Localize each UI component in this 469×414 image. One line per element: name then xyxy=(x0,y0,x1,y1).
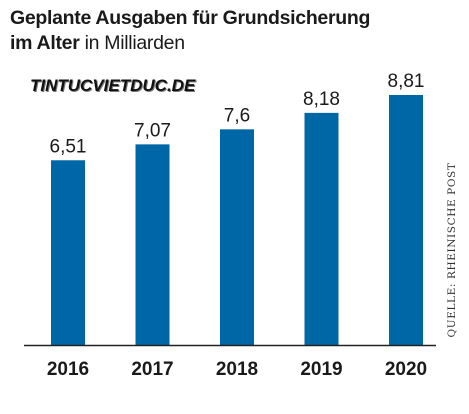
bar-2017 xyxy=(135,144,170,345)
value-labels-group: 6,51 7,07 7,6 8,18 8,81 xyxy=(50,71,425,157)
value-label-2017: 7,07 xyxy=(134,120,171,141)
x-tick-label-2016: 2016 xyxy=(47,359,89,380)
title-line-2: im Alter in Milliarden xyxy=(10,31,370,56)
x-tick-label-2018: 2018 xyxy=(216,359,258,380)
bars-group xyxy=(51,95,423,345)
bar-2020 xyxy=(389,95,423,345)
watermark-text: TINTUCVIETDUC.DE xyxy=(30,76,196,95)
value-label-2016: 6,51 xyxy=(50,136,87,157)
value-label-2019: 8,18 xyxy=(303,89,340,110)
bar-2019 xyxy=(304,112,339,345)
chart-title: Geplante Ausgaben für Grundsicherung im … xyxy=(10,6,370,56)
value-label-2020: 8,81 xyxy=(388,71,425,92)
x-tick-label-2020: 2020 xyxy=(385,359,427,380)
bar-2016 xyxy=(51,160,85,345)
x-tick-label-2019: 2019 xyxy=(300,359,342,380)
x-tick-label-2017: 2017 xyxy=(131,359,173,380)
title-unit: in Milliarden xyxy=(79,32,185,54)
bar-2018 xyxy=(220,129,254,345)
x-tick-labels-group: 2016 2017 2018 2019 2020 xyxy=(47,359,427,380)
title-line-1: Geplante Ausgaben für Grundsicherung xyxy=(10,7,371,29)
value-label-2018: 7,6 xyxy=(224,105,250,126)
title-subject: im Alter xyxy=(10,32,80,54)
